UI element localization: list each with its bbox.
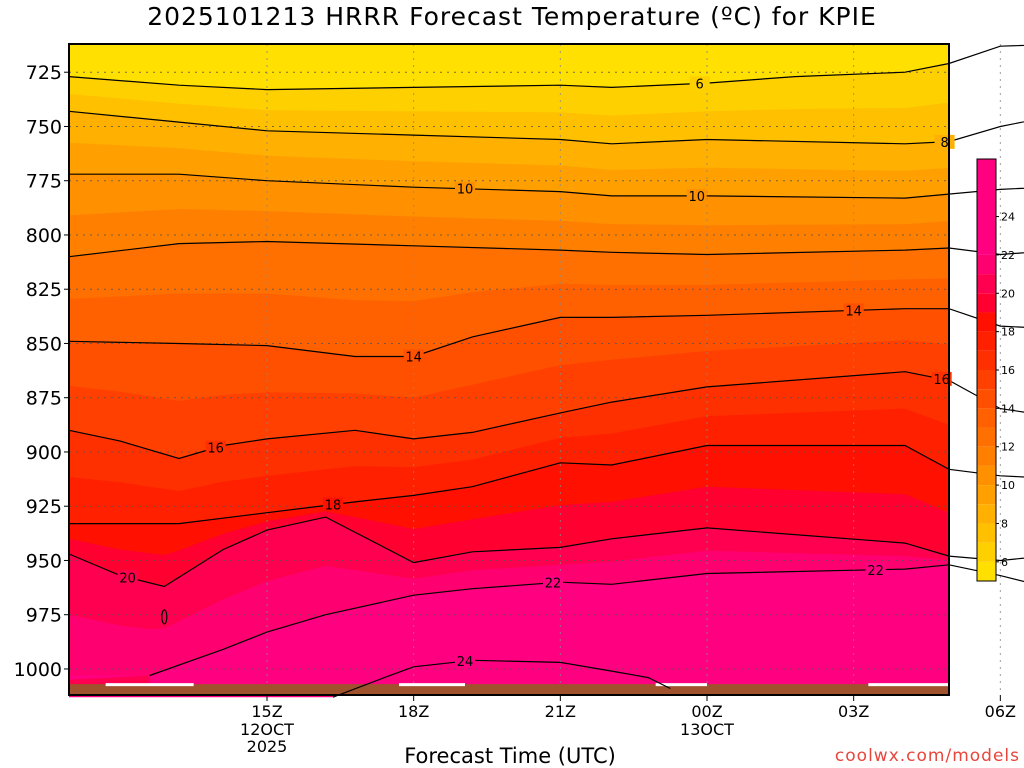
colorbar-swatch-13 <box>977 312 996 332</box>
y-tick-label-750: 750 <box>26 116 62 138</box>
ground-gap-0 <box>105 683 194 687</box>
x-tick-sublabel-15Z-1: 2025 <box>247 737 288 756</box>
x-tick-label-21Z: 21Z <box>545 702 576 721</box>
contour-label-22-0: 22 <box>545 577 562 592</box>
contour-label-bg-14-0 <box>403 349 424 364</box>
ground-layer <box>69 683 971 695</box>
colorbar-label-14: 14 <box>1001 402 1015 415</box>
contour-label-bg-24-0 <box>455 654 475 669</box>
contour-label-bg-10-1 <box>455 181 475 196</box>
contour-6 <box>68 44 1024 91</box>
colorbar-swatch-16 <box>977 254 996 275</box>
y-tick-label-925: 925 <box>26 496 62 518</box>
colorbar-label-8: 8 <box>1001 517 1008 530</box>
colorbar-swatch-5 <box>977 465 996 486</box>
contour-20 <box>68 516 1024 588</box>
contour-16 <box>68 371 1024 460</box>
contour-label-8-0: 8 <box>940 136 948 151</box>
colorbar-swatch-4 <box>977 485 996 505</box>
contour-label-bg-16-1 <box>931 371 952 386</box>
colorbar-label-22: 22 <box>1001 249 1015 262</box>
contour-24 <box>332 659 671 698</box>
x-axis-label: Forecast Time (UTC) <box>404 744 616 768</box>
band-23 <box>69 622 949 695</box>
contour-label-10-1: 10 <box>457 183 474 198</box>
x-tick-label-15Z: 15Z <box>251 702 282 721</box>
contour-label-16-0: 16 <box>207 442 224 457</box>
y-tick-label-975: 975 <box>26 605 62 627</box>
colorbar-swatch-2 <box>977 523 996 543</box>
y-tick-label-875: 875 <box>26 388 62 410</box>
contour-label-bg-18-0 <box>323 497 343 512</box>
x-tick-label-18Z: 18Z <box>398 702 429 721</box>
y-tick-label-950: 950 <box>26 550 62 572</box>
chart-title: 2025101213 HRRR Forecast Temperature (ºC… <box>147 2 877 31</box>
colorbar-swatch-15 <box>977 274 996 294</box>
contour-label-14-1: 14 <box>845 304 862 319</box>
contour-label-16-1: 16 <box>933 373 950 388</box>
colorbar: 6 8 10 12 14 16 18 20 22 24 <box>976 158 1015 582</box>
colorbar-swatch-0 <box>977 561 996 581</box>
credit-text: coolwx.com/models <box>834 746 1020 766</box>
contour-label-10-0: 10 <box>688 190 705 205</box>
colorbar-swatch-17 <box>977 159 996 255</box>
contour-label-14-0: 14 <box>405 350 422 365</box>
colorbar-swatch-11 <box>977 350 996 370</box>
colorbar-swatch-7 <box>977 427 996 447</box>
contour-label-20-0: 20 <box>119 571 136 586</box>
colorbar-label-24: 24 <box>1001 211 1015 224</box>
contour-label-bg-22-1 <box>865 562 886 577</box>
colorbar-swatch-10 <box>977 370 996 390</box>
contour-label-bg-10-0 <box>686 188 707 203</box>
colorbar-label-16: 16 <box>1001 364 1015 377</box>
contour-label-18-0: 18 <box>325 499 342 514</box>
contour-label-6-0: 6 <box>696 77 704 92</box>
contour-label-bg-6-0 <box>689 76 710 91</box>
y-tick-label-800: 800 <box>26 225 62 247</box>
x-tick-sublabel-00Z-0: 13OCT <box>680 720 734 739</box>
y-tick-label-900: 900 <box>26 442 62 464</box>
x-tick-label-00Z: 00Z <box>691 702 722 721</box>
colorbar-swatch-14 <box>977 293 996 313</box>
contour-12 <box>68 240 1024 258</box>
x-tick-label-03Z: 03Z <box>838 702 869 721</box>
colorbar-swatch-9 <box>977 389 996 409</box>
x-tick-label-06Z: 06Z <box>985 702 1016 721</box>
contour-label-22-1: 22 <box>867 564 884 579</box>
contour-20-loop <box>161 609 168 625</box>
fill-layer <box>69 44 949 698</box>
colorbar-label-18: 18 <box>1001 326 1015 339</box>
contour-label-bg-16-0 <box>205 440 226 455</box>
colorbar-swatch-1 <box>977 542 996 562</box>
y-tick-label-850: 850 <box>26 333 62 355</box>
contour-10 <box>69 173 1024 199</box>
x-tick-sublabel-15Z-0: 12OCT <box>240 720 294 739</box>
colorbar-swatch-8 <box>977 408 996 428</box>
colorbar-swatch-12 <box>977 331 996 351</box>
colorbar-label-6: 6 <box>1001 556 1008 569</box>
ground-gap-1 <box>399 683 465 687</box>
contour-label-bg-14-1 <box>843 303 864 318</box>
y-tick-label-1000: 1000 <box>14 659 62 681</box>
colorbar-swatch-6 <box>977 446 996 466</box>
colorbar-label-20: 20 <box>1001 287 1015 300</box>
y-tick-label-825: 825 <box>26 279 62 301</box>
contour-label-bg-22-0 <box>543 575 563 590</box>
contour-label-bg-20-0 <box>117 570 138 585</box>
axes-layer: 725 750 775 800 825 850 875 900 925 950 975 1000 15Z… <box>14 43 1016 756</box>
ground-strip <box>69 684 949 695</box>
y-tick-label-725: 725 <box>26 62 62 84</box>
colorbar-label-10: 10 <box>1001 479 1015 492</box>
plot-frame <box>68 43 950 696</box>
ground-gap-3 <box>868 683 971 687</box>
ground-gap-2 <box>655 683 707 687</box>
contour-label-24-0: 24 <box>457 655 474 670</box>
colorbar-swatch-3 <box>977 504 996 524</box>
colorbar-label-12: 12 <box>1001 441 1015 454</box>
y-tick-label-775: 775 <box>26 171 62 193</box>
contour-layer: 6 8 10 10 14 14 16 16 18 20 22 22 24 <box>68 44 1024 698</box>
contour-8 <box>68 110 1024 145</box>
